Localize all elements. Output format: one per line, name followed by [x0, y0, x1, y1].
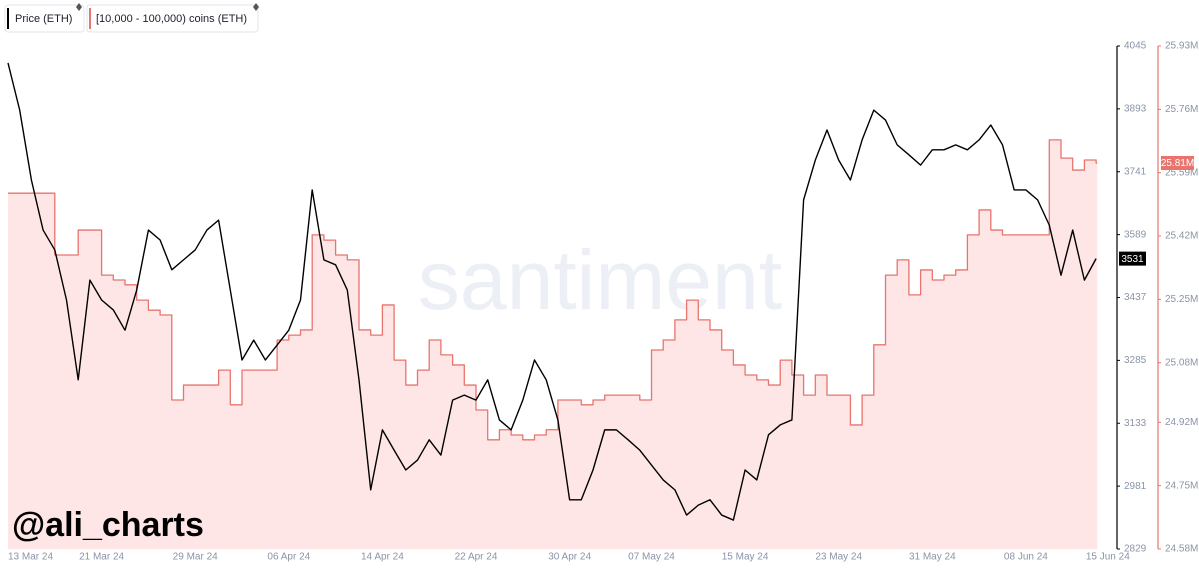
x-tick-label: 30 Apr 24	[548, 552, 591, 563]
y2-tick-label: 25.42M	[1165, 231, 1198, 242]
y2-tick-label: 25.93M	[1165, 41, 1198, 52]
y2-tick-label: 24.58M	[1165, 544, 1198, 555]
legend-label: [10,000 - 100,000) coins (ETH)	[96, 13, 247, 25]
legend-swatch	[89, 8, 91, 29]
eth-icon	[253, 3, 259, 11]
y2-tick-label: 25.59M	[1165, 167, 1198, 178]
holdings-marker-label: 25.81M	[1161, 158, 1194, 169]
x-tick-label: 08 Jun 24	[1004, 552, 1048, 563]
legend-swatch	[7, 8, 9, 29]
x-tick-label: 06 Apr 24	[267, 552, 310, 563]
x-tick-label: 31 May 24	[909, 552, 956, 563]
y2-tick-label: 25.08M	[1165, 357, 1198, 368]
x-tick-label: 14 Apr 24	[361, 552, 404, 563]
area-layer	[8, 139, 1098, 550]
x-tick-label: 22 Apr 24	[455, 552, 498, 563]
eth-icon	[76, 3, 82, 11]
y-tick-label: 2829	[1124, 544, 1147, 555]
watermark: santiment	[418, 233, 782, 327]
y2-tick-label: 24.75M	[1165, 480, 1198, 491]
holdings-marker	[1161, 155, 1194, 170]
y-tick-label: 3589	[1124, 229, 1147, 240]
y-tick-label: 3133	[1124, 418, 1147, 429]
series-line	[8, 139, 1098, 441]
price-marker	[1119, 251, 1146, 266]
y-tick-label: 3893	[1124, 104, 1147, 115]
y-tick-label: 2981	[1124, 481, 1147, 492]
legend-box[interactable]	[86, 4, 259, 33]
legend: Price (ETH) [10,000 - 100,000) coins (ET…	[4, 3, 259, 33]
legend-box[interactable]	[4, 4, 85, 33]
line-layer	[7, 62, 1098, 521]
y-tick-label: 3437	[1124, 292, 1147, 303]
series-line	[7, 62, 1097, 521]
x-tick-label: 15 Jun 24	[1086, 552, 1130, 563]
x-tick-label: 07 May 24	[628, 552, 675, 563]
y2-tick-label: 25.76M	[1165, 104, 1198, 115]
credit: @ali_charts	[12, 506, 204, 544]
y2-tick-label: 24.92M	[1165, 417, 1198, 428]
y2-tick-label: 25.25M	[1165, 294, 1198, 305]
x-tick-label: 13 Mar 24	[8, 552, 53, 563]
price-marker-label: 3531	[1121, 254, 1144, 265]
legend-label: Price (ETH)	[15, 13, 72, 25]
x-tick-label: 21 Mar 24	[79, 552, 124, 563]
x-tick-label: 29 Mar 24	[173, 552, 218, 563]
y-tick-label: 3741	[1124, 166, 1147, 177]
y-tick-label: 4045	[1124, 41, 1147, 52]
area	[8, 139, 1098, 550]
x-tick-label: 23 May 24	[815, 552, 862, 563]
y-tick-label: 3285	[1124, 355, 1147, 366]
x-tick-label: 15 May 24	[722, 552, 769, 563]
